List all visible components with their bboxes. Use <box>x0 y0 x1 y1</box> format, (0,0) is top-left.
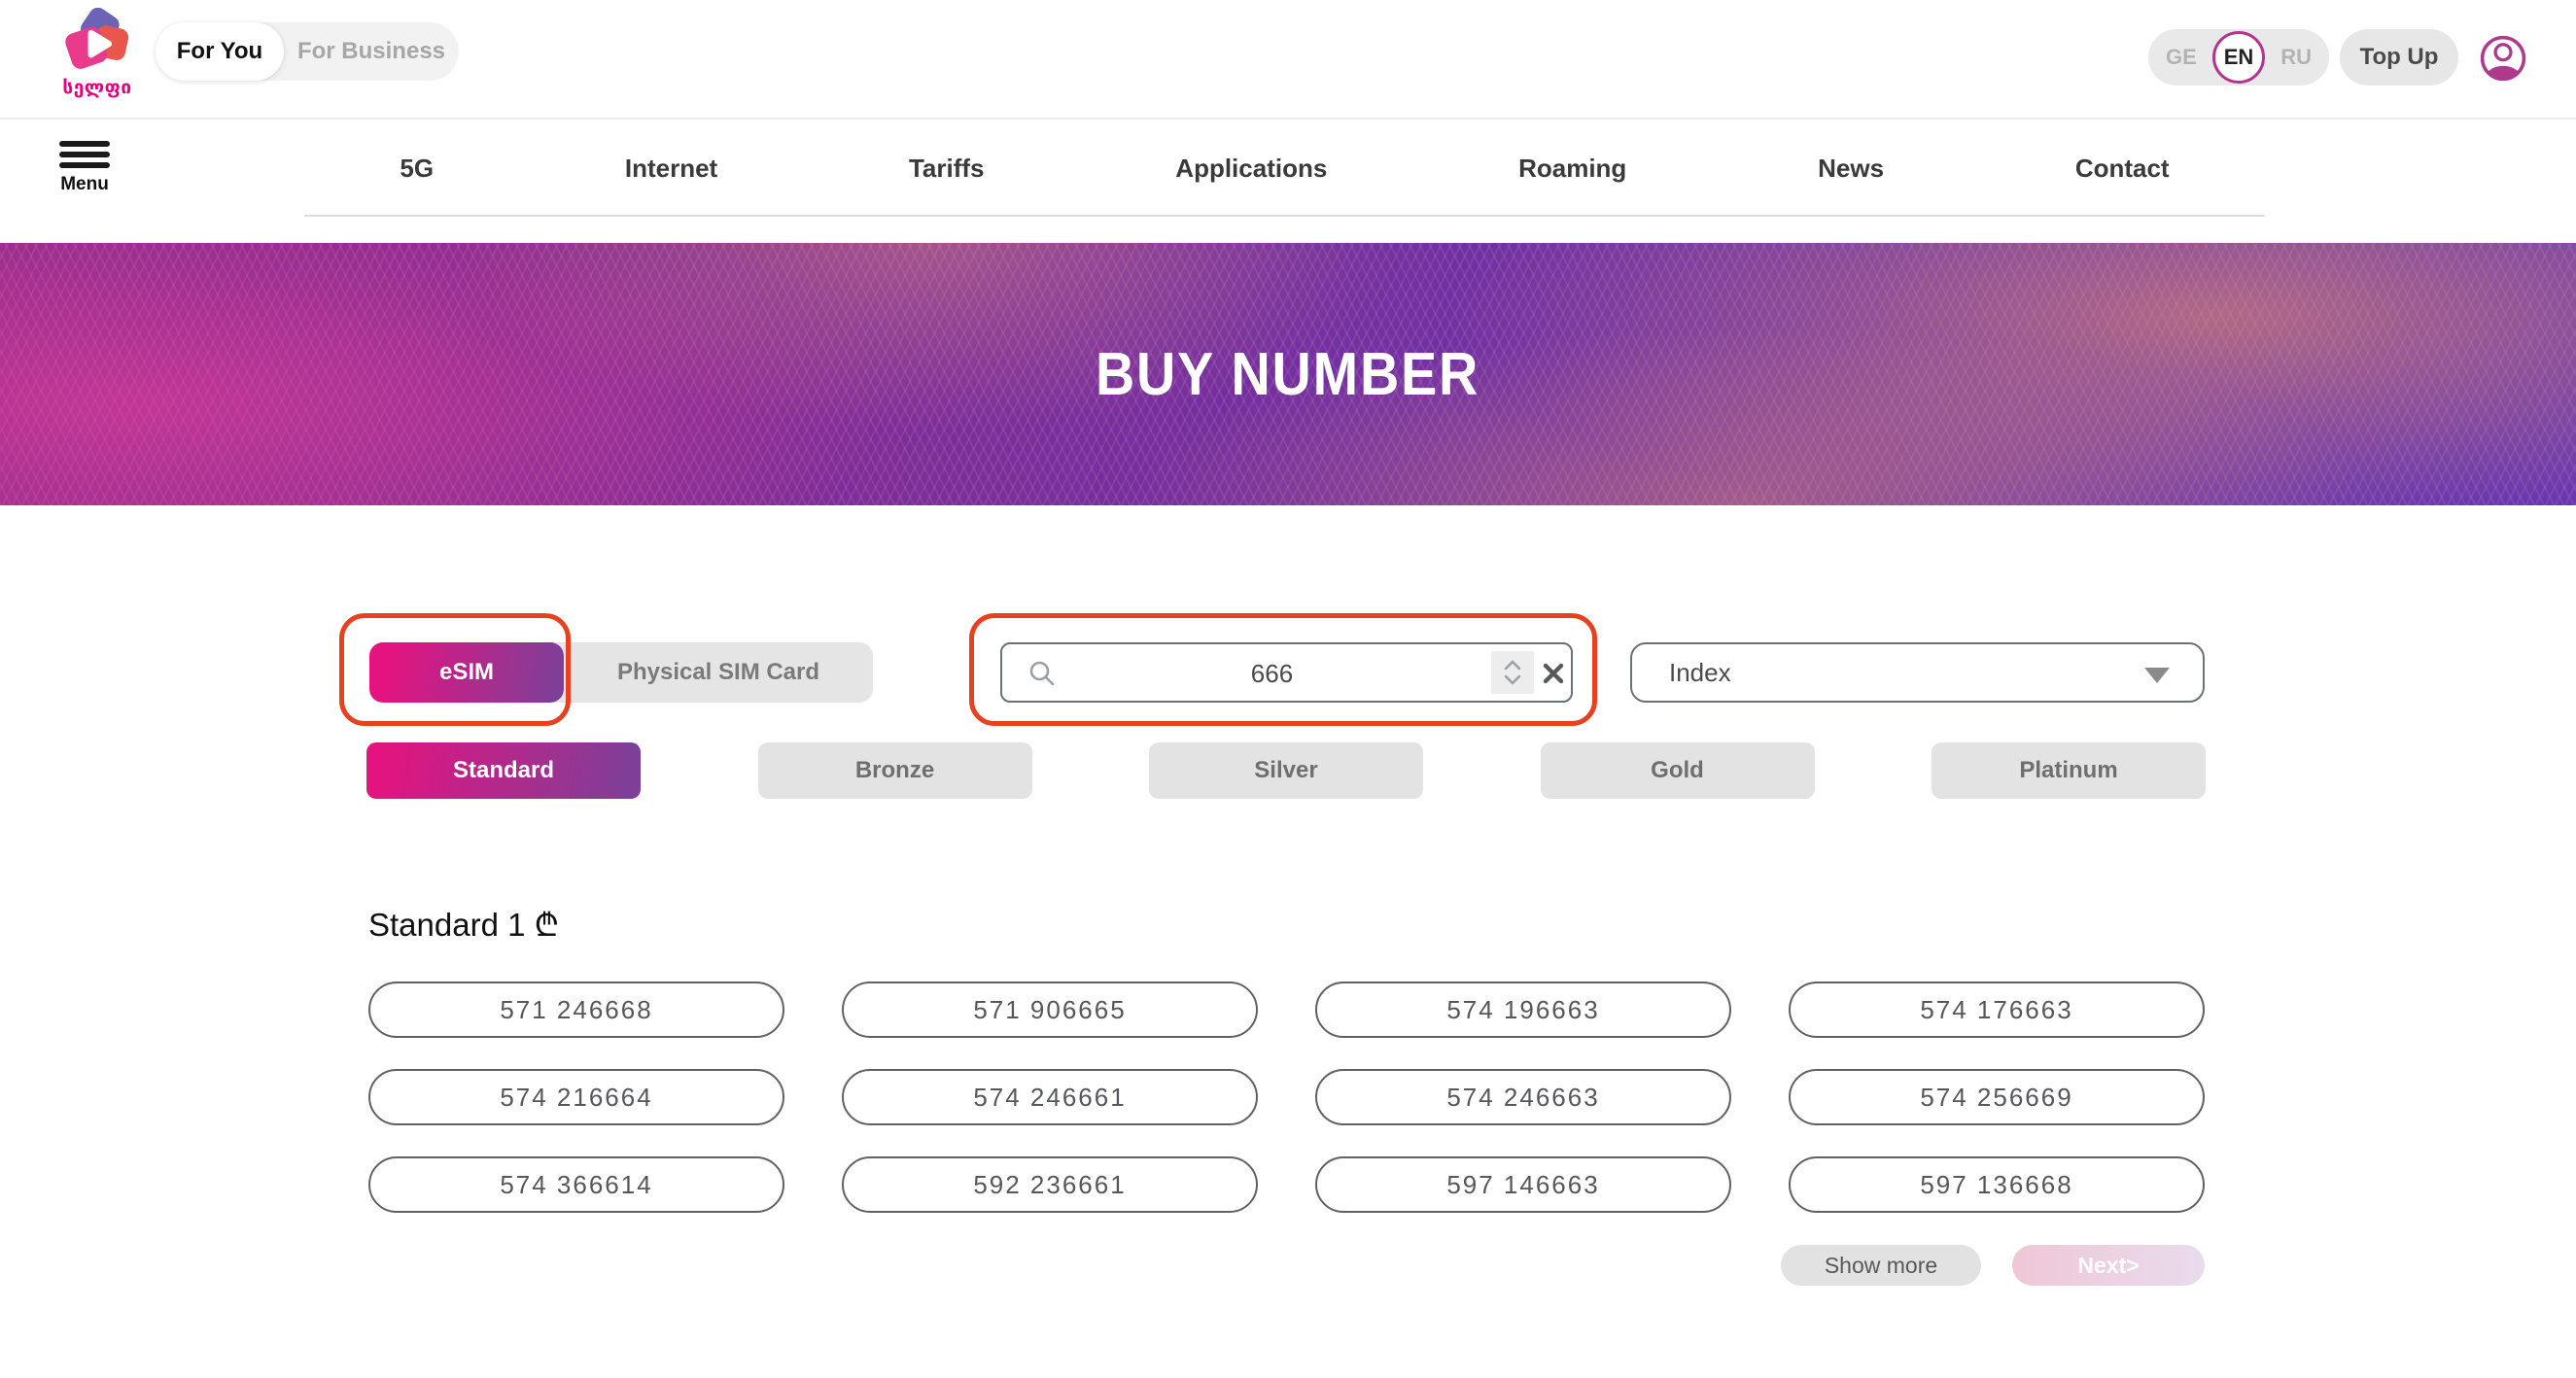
dropdown-caret-icon <box>2144 668 2170 683</box>
nav-item-applications[interactable]: Applications <box>1175 153 1328 183</box>
category-filter-row: Standard Bronze Silver Gold Platinum <box>366 742 2206 799</box>
number-search-box <box>1000 642 1573 703</box>
nav-item-internet[interactable]: Internet <box>624 153 718 183</box>
number-pill[interactable]: 574 246661 <box>842 1069 1258 1125</box>
category-platinum[interactable]: Platinum <box>1932 742 2206 799</box>
nav-item-roaming[interactable]: Roaming <box>1518 153 1627 183</box>
esim-button[interactable]: eSIM <box>369 642 564 703</box>
page-title: BUY NUMBER <box>1096 340 1480 408</box>
number-pill[interactable]: 571 906665 <box>842 982 1258 1038</box>
language-switcher: GE EN RU <box>2148 29 2329 86</box>
hero-banner: BUY NUMBER <box>0 243 2576 505</box>
number-pill[interactable]: 571 246668 <box>368 982 784 1038</box>
search-input[interactable] <box>1061 644 1483 703</box>
number-pill[interactable]: 574 176663 <box>1789 982 2205 1038</box>
header: სელფი For You For Business GE EN RU Top … <box>0 0 2576 120</box>
number-row: 574 216664 574 246661 574 246663 574 256… <box>368 1069 2205 1125</box>
for-you-tab[interactable]: For You <box>156 22 284 81</box>
nav-item-5g[interactable]: 5G <box>400 153 435 183</box>
lang-ru[interactable]: RU <box>2280 45 2312 69</box>
results-heading: Standard 1 ₾ <box>368 907 560 943</box>
category-bronze[interactable]: Bronze <box>757 742 1032 799</box>
number-pill[interactable]: 574 256669 <box>1789 1069 2205 1125</box>
next-button[interactable]: Next> <box>2012 1245 2205 1286</box>
number-row: 574 366614 592 236661 597 146663 597 136… <box>368 1156 2205 1213</box>
number-pill[interactable]: 574 366614 <box>368 1156 784 1213</box>
category-silver[interactable]: Silver <box>1149 742 1423 799</box>
number-pill[interactable]: 592 236661 <box>842 1156 1258 1213</box>
audience-toggle: For You For Business <box>156 22 459 81</box>
menu-button[interactable]: Menu <box>55 141 114 195</box>
nav-item-contact[interactable]: Contact <box>2074 153 2170 183</box>
play-logo-icon <box>65 7 129 69</box>
for-business-tab[interactable]: For Business <box>296 38 446 64</box>
clear-x-icon[interactable] <box>1540 660 1567 692</box>
category-gold[interactable]: Gold <box>1540 742 1815 799</box>
nav-item-news[interactable]: News <box>1818 153 1885 183</box>
search-icon <box>1027 659 1057 693</box>
show-more-button[interactable]: Show more <box>1781 1245 1981 1286</box>
index-dropdown-value: Index <box>1669 657 1731 687</box>
hamburger-menu-icon <box>55 141 114 168</box>
top-up-button[interactable]: Top Up <box>2340 29 2458 86</box>
index-dropdown[interactable]: Index <box>1630 642 2205 703</box>
lang-ge[interactable]: GE <box>2166 45 2197 69</box>
number-pill[interactable]: 574 196663 <box>1315 982 1731 1038</box>
physical-sim-button[interactable]: Physical SIM Card <box>616 659 820 685</box>
nav-divider <box>304 215 2265 217</box>
nav-item-tariffs[interactable]: Tariffs <box>908 153 985 183</box>
main-nav: Menu 5G Internet Tariffs Applications Ro… <box>0 120 2576 243</box>
number-pill[interactable]: 574 246663 <box>1315 1069 1731 1125</box>
logo-brand-text: სელფი <box>62 78 132 98</box>
logo[interactable]: სელფი <box>51 7 144 99</box>
number-stepper-icon[interactable] <box>1491 651 1534 694</box>
category-standard[interactable]: Standard <box>366 742 641 799</box>
user-avatar-icon[interactable] <box>2480 35 2526 82</box>
menu-label: Menu <box>60 174 109 194</box>
number-row: 571 246668 571 906665 574 196663 574 176… <box>368 982 2205 1038</box>
sim-type-toggle: eSIM Physical SIM Card <box>369 642 873 703</box>
number-pill[interactable]: 597 136668 <box>1789 1156 2205 1213</box>
number-pill[interactable]: 574 216664 <box>368 1069 784 1125</box>
lang-en[interactable]: EN <box>2212 31 2265 84</box>
nav-items: 5G Internet Tariffs Applications Roaming… <box>304 120 2265 217</box>
number-pill[interactable]: 597 146663 <box>1315 1156 1731 1213</box>
